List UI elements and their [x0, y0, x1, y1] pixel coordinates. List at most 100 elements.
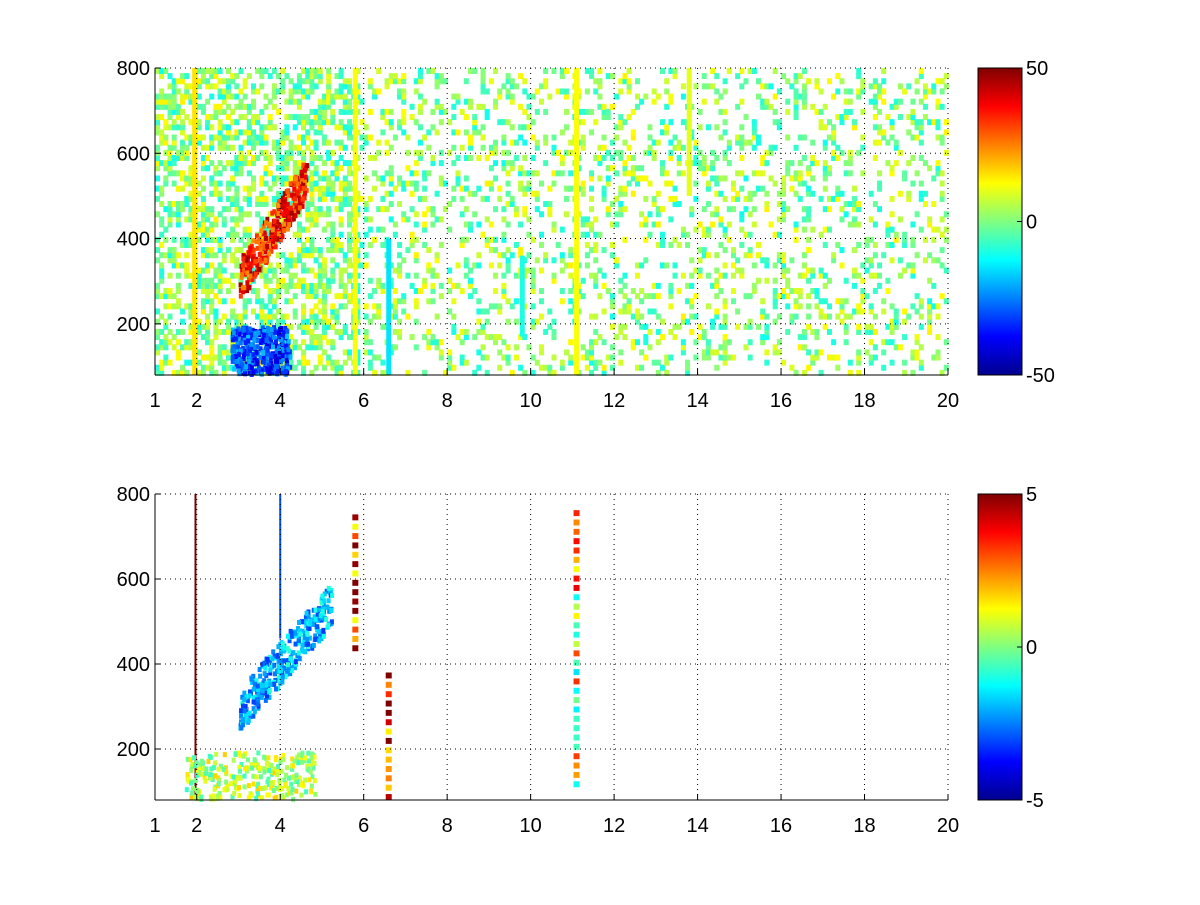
heatmap-cell: [655, 93, 661, 100]
heatmap-cell: [380, 129, 386, 136]
heatmap-cell: [689, 298, 695, 305]
heatmap-cell: [885, 139, 891, 146]
heatmap-cell: [292, 293, 298, 300]
heatmap-cell: [543, 68, 549, 74]
heatmap-cell: [430, 160, 436, 167]
heatmap-cell: [275, 771, 280, 777]
heatmap-cell: [609, 344, 615, 351]
heatmap-cell: [230, 195, 236, 202]
heatmap-cell: [822, 298, 828, 305]
heatmap-cell: [730, 206, 736, 213]
heatmap-cell: [826, 170, 832, 177]
heatmap-cell: [593, 257, 599, 264]
heatmap-cell: [342, 267, 348, 274]
heatmap-cell: [463, 185, 469, 192]
heatmap-cell: [279, 325, 284, 331]
heatmap-cell: [714, 349, 720, 356]
heatmap-cell: [184, 262, 190, 269]
heatmap-cell: [254, 678, 259, 684]
heatmap-cell: [313, 323, 319, 330]
heatmap-cell: [856, 349, 862, 356]
heatmap-cell: [271, 298, 277, 305]
heatmap-cell: [776, 339, 782, 346]
heatmap-cell: [252, 681, 257, 687]
heatmap-cell: [776, 88, 782, 95]
heatmap-cell: [184, 175, 190, 182]
heatmap-cell: [276, 345, 281, 351]
heatmap-cell: [292, 313, 298, 320]
heatmap-cell: [309, 201, 315, 208]
heatmap-cell: [693, 144, 699, 151]
heatmap-cell: [296, 170, 302, 177]
heatmap-cell: [238, 775, 243, 781]
heatmap-cell: [743, 78, 749, 85]
heatmap-cell: [818, 313, 824, 320]
heatmap-cell: [573, 622, 580, 629]
heatmap-cell: [209, 339, 215, 346]
heatmap-cell: [238, 348, 243, 354]
heatmap-cell: [209, 349, 215, 356]
heatmap-cell: [200, 68, 206, 74]
heatmap-cell: [230, 308, 236, 315]
heatmap-cell: [184, 252, 190, 259]
heatmap-cell: [159, 277, 165, 284]
heatmap-cell: [225, 277, 231, 284]
heatmap-cell: [935, 170, 941, 177]
heatmap-cell: [801, 334, 807, 341]
heatmap-cell: [234, 247, 240, 254]
heatmap-cell: [476, 328, 482, 335]
heatmap-cell: [259, 108, 265, 115]
heatmap-cell: [605, 288, 611, 295]
heatmap-cell: [313, 154, 319, 161]
heatmap-cell: [283, 772, 288, 778]
heatmap-cell: [609, 154, 615, 161]
heatmap-cell: [225, 231, 231, 238]
heatmap-cell: [296, 344, 302, 351]
heatmap-cell: [289, 775, 294, 781]
heatmap-cell: [639, 288, 645, 295]
heatmap-cell: [260, 692, 265, 698]
heatmap-cell: [647, 328, 653, 335]
heatmap-cell: [380, 241, 386, 248]
heatmap-cell: [543, 134, 549, 141]
heatmap-cell: [872, 154, 878, 161]
heatmap-cell: [768, 83, 774, 90]
heatmap-cell: [401, 180, 407, 187]
heatmap-cell: [630, 339, 636, 346]
heatmap-cell: [292, 272, 298, 279]
heatmap-cell: [265, 243, 270, 249]
heatmap-cell: [447, 288, 453, 295]
heatmap-cell: [196, 328, 202, 335]
heatmap-cell: [200, 221, 206, 228]
heatmap-cell: [313, 180, 319, 187]
heatmap-cell: [660, 206, 666, 213]
heatmap-cell: [889, 257, 895, 264]
heatmap-cell: [321, 257, 327, 264]
heatmap-cell: [305, 114, 311, 121]
heatmap-cell: [288, 114, 294, 121]
heatmap-cell: [939, 103, 945, 110]
heatmap-cell: [267, 767, 272, 773]
heatmap-cell: [326, 598, 331, 604]
heatmap-cell: [258, 673, 263, 679]
heatmap-cell: [334, 241, 340, 248]
heatmap-cell: [664, 88, 670, 95]
heatmap-cell: [526, 185, 532, 192]
heatmap-cell: [239, 274, 244, 280]
heatmap-cell: [171, 78, 177, 85]
heatmap-cell: [743, 252, 749, 259]
heatmap-cell: [184, 88, 190, 95]
heatmap-cell: [822, 165, 828, 172]
heatmap-cell: [409, 114, 415, 121]
heatmap-cell: [321, 282, 327, 289]
heatmap-cell: [751, 282, 757, 289]
heatmap-cell: [242, 195, 248, 202]
heatmap-cell: [747, 190, 753, 197]
heatmap-cell: [927, 313, 933, 320]
heatmap-cell: [267, 318, 273, 325]
heatmap-cell: [814, 354, 820, 361]
heatmap-cell: [217, 134, 223, 141]
heatmap-cell: [269, 762, 274, 768]
heatmap-cell: [564, 349, 570, 356]
y-tick-label: 400: [117, 654, 150, 676]
